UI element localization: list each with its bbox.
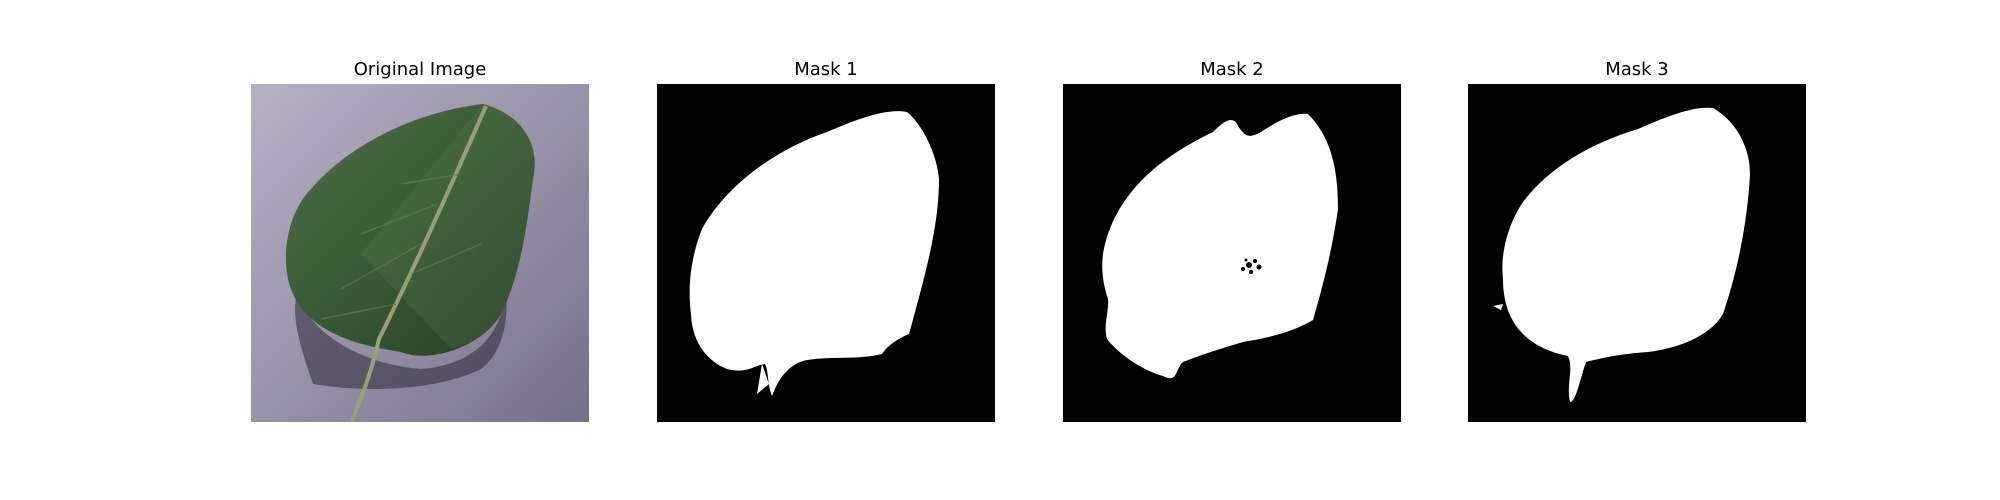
panel-title: Mask 1	[794, 59, 858, 80]
mask-2-image	[1063, 84, 1401, 422]
panel-mask-2: Mask 2	[1063, 0, 1401, 500]
panel-mask-1: Mask 1	[657, 0, 995, 500]
panel-title: Original Image	[353, 59, 487, 80]
panel-title: Mask 2	[1200, 59, 1264, 80]
original-leaf-image	[251, 84, 589, 422]
panel-mask-3: Mask 3	[1468, 0, 1806, 500]
panel-original-image: Original Image	[251, 0, 589, 500]
mask-3-image	[1468, 84, 1806, 422]
panel-title: Mask 3	[1605, 59, 1669, 80]
mask-1-image	[657, 84, 995, 422]
